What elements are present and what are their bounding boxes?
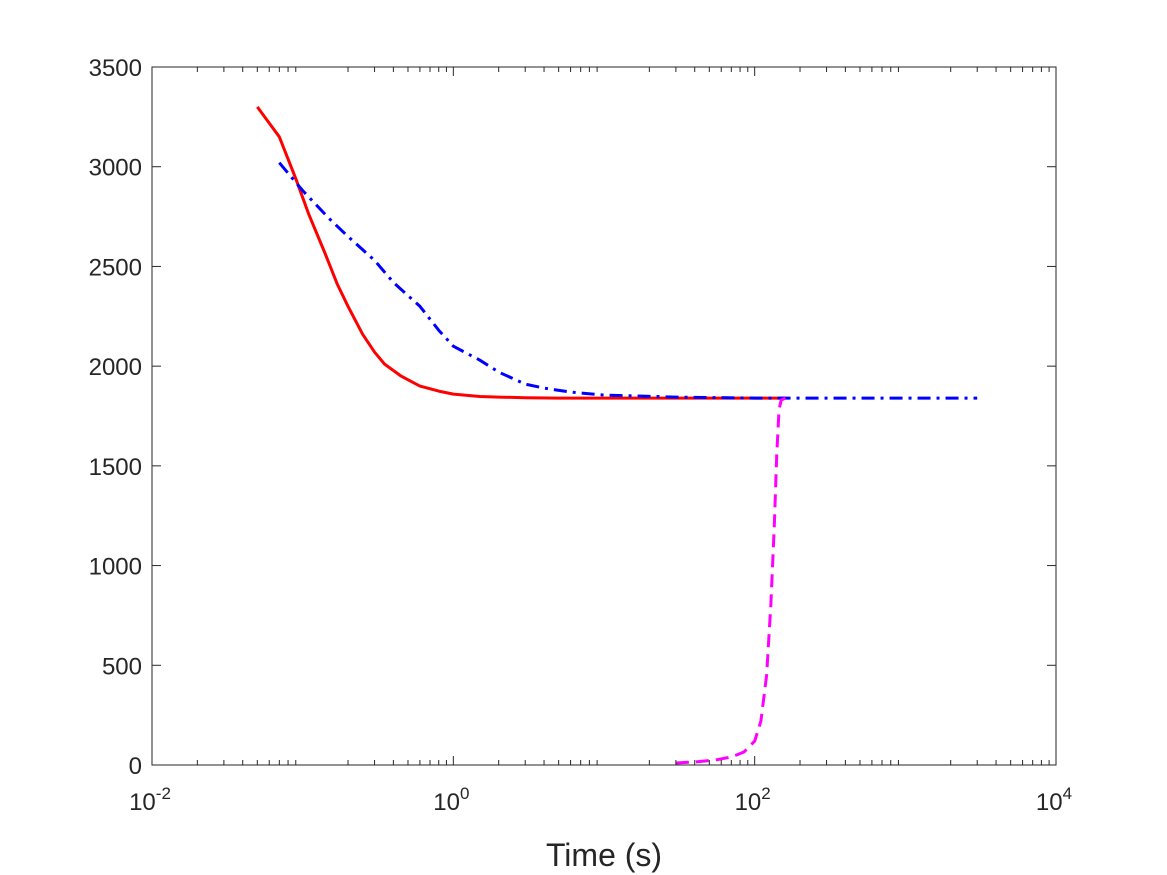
y-tick-label: 3000 bbox=[89, 155, 142, 182]
y-tick-label: 2500 bbox=[89, 254, 142, 281]
label-layer: 0 500 1000 1500 2000 2500 3000 3500 10-2 100 102 10… bbox=[89, 55, 1072, 816]
series-line-3 bbox=[675, 396, 787, 765]
x-tick-label: 100 bbox=[433, 784, 469, 816]
y-tick-label: 1000 bbox=[89, 554, 142, 581]
x-tick-label: 104 bbox=[1036, 784, 1072, 816]
x-tick-label: 102 bbox=[735, 784, 771, 816]
y-tick-label: 0 bbox=[129, 753, 142, 780]
y-tick-label: 3500 bbox=[89, 55, 142, 82]
y-tick-label: 2000 bbox=[89, 354, 142, 381]
series-line-1 bbox=[256, 106, 786, 400]
y-tick-label: 1500 bbox=[89, 454, 142, 481]
series-line-2 bbox=[278, 161, 978, 400]
y-tick-label: 500 bbox=[102, 653, 142, 680]
x-axis-label: Time (s) bbox=[546, 837, 662, 873]
plot-background bbox=[152, 67, 1056, 765]
series-layer bbox=[256, 106, 978, 765]
x-tick-label: 10-2 bbox=[129, 784, 171, 816]
plot-frame bbox=[151, 66, 1057, 766]
